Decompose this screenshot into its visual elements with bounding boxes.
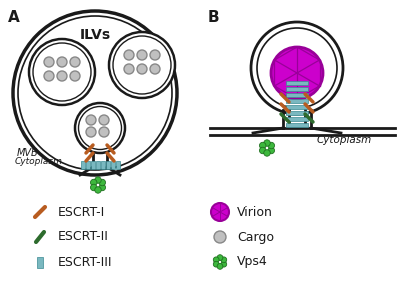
Circle shape bbox=[44, 57, 54, 67]
Circle shape bbox=[251, 22, 343, 114]
Circle shape bbox=[90, 184, 97, 191]
Circle shape bbox=[44, 71, 54, 81]
Circle shape bbox=[260, 142, 266, 149]
Bar bbox=[286, 123, 308, 127]
Circle shape bbox=[99, 115, 109, 125]
Circle shape bbox=[57, 71, 67, 81]
Text: Cytoplasm: Cytoplasm bbox=[317, 135, 372, 145]
Text: Virion: Virion bbox=[237, 205, 273, 219]
Bar bbox=[286, 99, 308, 103]
Circle shape bbox=[217, 255, 223, 260]
Circle shape bbox=[95, 187, 101, 193]
Text: Cargo: Cargo bbox=[237, 231, 274, 243]
Circle shape bbox=[221, 257, 227, 263]
Circle shape bbox=[268, 142, 274, 149]
Bar bbox=[286, 117, 308, 121]
Circle shape bbox=[29, 39, 95, 105]
Circle shape bbox=[124, 64, 134, 74]
Circle shape bbox=[211, 203, 229, 221]
Circle shape bbox=[137, 64, 147, 74]
Bar bbox=[286, 105, 308, 109]
Circle shape bbox=[70, 71, 80, 81]
Bar bbox=[286, 87, 308, 91]
Bar bbox=[286, 111, 308, 115]
Text: Cytoplasm: Cytoplasm bbox=[15, 158, 63, 166]
Text: Vps4: Vps4 bbox=[237, 255, 268, 268]
Circle shape bbox=[150, 50, 160, 60]
Bar bbox=[37, 256, 43, 268]
Circle shape bbox=[260, 147, 266, 154]
Text: MVB: MVB bbox=[17, 148, 39, 158]
Circle shape bbox=[95, 177, 101, 183]
Circle shape bbox=[268, 147, 274, 154]
Text: A: A bbox=[8, 10, 20, 25]
Circle shape bbox=[70, 57, 80, 67]
Circle shape bbox=[86, 127, 96, 137]
Text: ESCRT-I: ESCRT-I bbox=[58, 205, 105, 219]
Bar bbox=[111, 161, 115, 169]
Circle shape bbox=[213, 257, 219, 263]
Bar bbox=[91, 161, 95, 169]
Bar bbox=[96, 161, 100, 169]
Bar bbox=[286, 93, 308, 97]
Circle shape bbox=[221, 261, 227, 267]
Circle shape bbox=[99, 179, 106, 186]
Circle shape bbox=[271, 47, 323, 99]
Bar bbox=[101, 161, 105, 169]
Circle shape bbox=[90, 179, 97, 186]
Circle shape bbox=[213, 261, 219, 267]
Text: ESCRT-II: ESCRT-II bbox=[58, 231, 109, 243]
Text: B: B bbox=[208, 10, 220, 25]
Bar bbox=[106, 161, 110, 169]
Bar bbox=[81, 161, 85, 169]
Circle shape bbox=[214, 231, 226, 243]
Bar bbox=[116, 161, 120, 169]
Circle shape bbox=[75, 103, 125, 153]
Circle shape bbox=[99, 184, 106, 191]
Circle shape bbox=[150, 64, 160, 74]
Circle shape bbox=[57, 57, 67, 67]
Circle shape bbox=[137, 50, 147, 60]
Circle shape bbox=[99, 127, 109, 137]
Circle shape bbox=[264, 140, 270, 146]
Circle shape bbox=[264, 150, 270, 156]
Circle shape bbox=[13, 11, 177, 175]
Circle shape bbox=[86, 115, 96, 125]
Text: ILVs: ILVs bbox=[80, 28, 110, 42]
Circle shape bbox=[217, 263, 223, 269]
Circle shape bbox=[124, 50, 134, 60]
Circle shape bbox=[109, 32, 175, 98]
Text: ESCRT-III: ESCRT-III bbox=[58, 255, 112, 268]
Bar bbox=[86, 161, 90, 169]
Bar bbox=[286, 81, 308, 85]
